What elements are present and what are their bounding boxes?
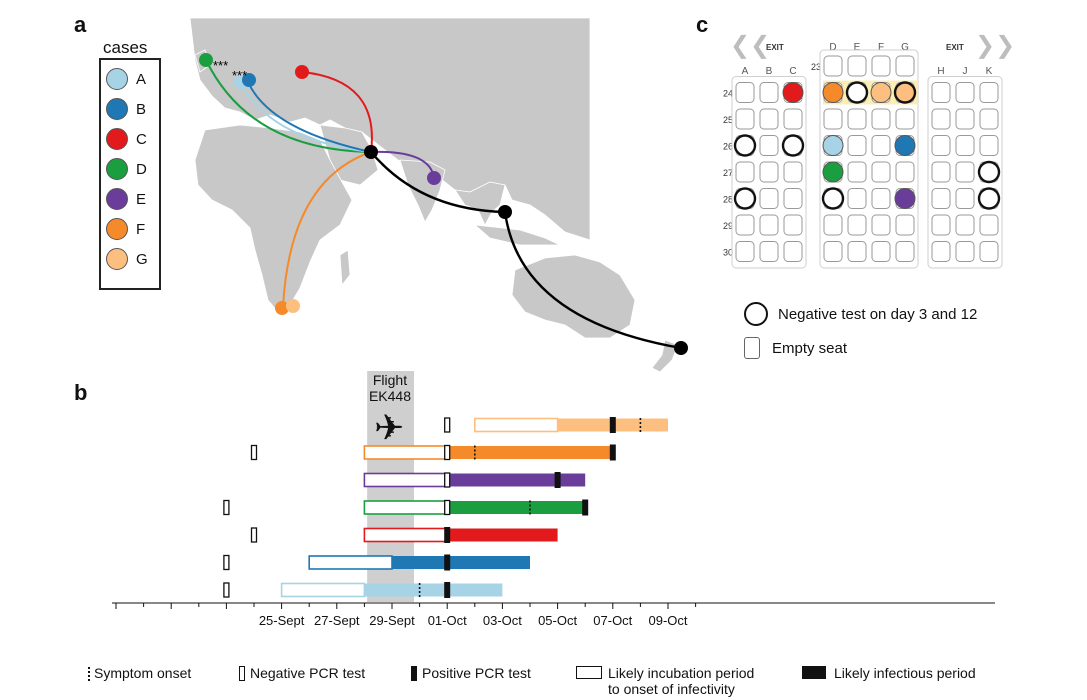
hub-dubai [364, 145, 378, 159]
legend-item-label: A [136, 70, 147, 88]
empty-seat-icon [744, 337, 760, 359]
city-f [275, 301, 289, 315]
land-masses [189, 17, 679, 373]
route-d [205, 59, 372, 153]
panel-c-label: c [696, 12, 709, 37]
legend-infectious-label: Likely infectious period [834, 665, 976, 681]
legend-swatch-icon [106, 128, 128, 150]
route-c [301, 71, 373, 153]
legend-item-a: A [106, 64, 148, 94]
legend-item-label: D [136, 160, 147, 178]
route-fg [282, 151, 372, 308]
legend-swatch-icon [106, 158, 128, 180]
hub-kualalumpur [498, 205, 512, 219]
legend-neg-icon [239, 666, 245, 681]
legend-neg-label: Negative PCR test [250, 665, 366, 681]
seat-legend-negative-label: Negative test on day 3 and 12 [778, 305, 978, 323]
legend-pos-label: Positive PCR test [422, 665, 531, 681]
legend-item-label: E [136, 190, 147, 208]
legend-symptom-icon [88, 667, 90, 681]
city-c [295, 65, 309, 79]
legend-item-b: B [106, 94, 148, 124]
legend-incubation-label-2: to onset of infectivity [608, 681, 735, 697]
legend-item-f: F [106, 214, 148, 244]
legend-item-e: E [106, 184, 148, 214]
timeline-legend: Symptom onset Negative PCR test Positive… [84, 664, 1084, 698]
legend-swatch-icon [106, 248, 128, 270]
panel-b-label: b [74, 380, 88, 405]
flight-label-2: EK448 [368, 388, 412, 404]
route-b [247, 81, 372, 153]
legend-item-label: C [136, 130, 147, 148]
legend-item-label: F [136, 220, 146, 238]
stars-eu: *** [232, 68, 247, 83]
legend-swatch-icon [106, 188, 128, 210]
legend-symptom-label: Symptom onset [94, 665, 192, 681]
city-e [427, 171, 441, 185]
city-b [242, 73, 256, 87]
legend-swatch-icon [106, 98, 128, 120]
legend-incubation-label-1: Likely incubation period [608, 665, 755, 681]
route-a [239, 81, 372, 153]
legend-incubation-icon [576, 666, 602, 679]
legend-pos-icon [411, 666, 417, 681]
seat-legend-negative: Negative test on day 3 and 12 [744, 302, 977, 326]
seat-legend-empty: Empty seat [744, 337, 847, 359]
city-g [286, 299, 300, 313]
flight-label: Flight EK448 [360, 372, 420, 404]
legend-item-g: G [106, 244, 148, 274]
legend-infectious-icon [802, 666, 826, 679]
flight-label-1: Flight [372, 372, 408, 388]
legend-item-d: D [106, 154, 148, 184]
legend-item-c: C [106, 124, 148, 154]
city-markers: *** *** [199, 53, 688, 355]
negative-marker-icon [744, 302, 768, 326]
legend-item-label: G [136, 250, 148, 268]
city-d [199, 53, 213, 67]
stars-uk: *** [213, 58, 228, 73]
seat-legend-empty-label: Empty seat [772, 339, 848, 357]
hub-auckland [674, 341, 688, 355]
legend-swatch-icon [106, 218, 128, 240]
cases-legend-title: cases [103, 38, 148, 57]
legend-swatch-icon [106, 68, 128, 90]
panel-a-label: a [74, 12, 87, 37]
legend-item-label: B [136, 100, 147, 118]
